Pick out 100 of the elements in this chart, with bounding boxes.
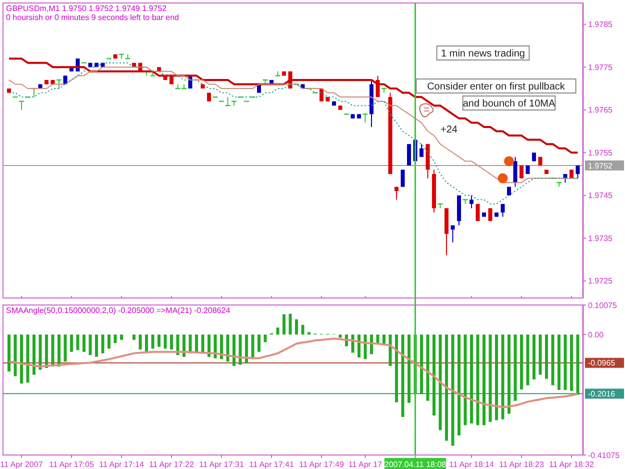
bar — [32, 334, 36, 375]
bar — [288, 314, 292, 335]
bar — [208, 334, 210, 357]
bar — [95, 334, 98, 357]
bar — [458, 334, 460, 436]
bar — [408, 334, 410, 403]
line-series — [8, 62, 578, 204]
bar — [88, 334, 92, 356]
candlestick — [576, 164, 580, 179]
bar — [151, 334, 154, 349]
bar — [220, 334, 223, 360]
bar — [232, 334, 236, 366]
bar — [264, 334, 267, 342]
bar — [282, 314, 286, 335]
bar — [445, 334, 448, 441]
annotation: +24 — [440, 124, 458, 136]
bar — [488, 334, 492, 422]
bar — [570, 334, 573, 391]
bar — [482, 334, 486, 426]
bar — [20, 334, 23, 384]
x-tick-label: 11 Apr 2007 — [0, 460, 44, 469]
bar — [508, 334, 510, 414]
bar — [438, 334, 442, 430]
candlestick — [470, 194, 474, 209]
bar — [532, 334, 536, 380]
ref-line-label: -0.2016 — [588, 389, 616, 398]
bar — [538, 334, 542, 375]
bar — [120, 334, 123, 340]
bar — [176, 334, 180, 356]
bar — [388, 334, 392, 366]
ref-line-label: -0.0965 — [588, 358, 616, 368]
bar — [426, 334, 430, 401]
bar — [545, 334, 548, 379]
bar — [401, 334, 404, 417]
y-tick-label: 1.9745 — [588, 191, 614, 200]
candlestick — [400, 169, 405, 188]
bar — [514, 334, 517, 401]
bar — [576, 334, 580, 395]
bar — [58, 334, 60, 367]
candlestick — [450, 224, 455, 243]
y-tick-label: -0.41075 — [588, 450, 620, 460]
x-tick-label: 11 Apr 18:23 — [499, 460, 544, 469]
bar — [526, 334, 530, 386]
annotation: Consider enter on first pullback — [427, 82, 566, 92]
bar — [170, 334, 173, 350]
bar — [495, 334, 498, 420]
bar — [358, 334, 360, 358]
bar — [245, 334, 248, 364]
bar — [8, 334, 10, 372]
bar — [451, 334, 454, 446]
bar — [432, 334, 436, 416]
x-tick-label: 11 Apr 17 — [348, 460, 383, 469]
bar — [76, 334, 80, 350]
x-tick-label: 2007.04.11 18:08 — [384, 460, 447, 469]
x-tick-label: 11 Apr 17:49 — [299, 460, 344, 469]
bar — [214, 334, 217, 358]
bar — [70, 334, 73, 352]
y-tick-label: 1.9775 — [588, 62, 614, 72]
chart-title: SMAAngle(50,0.15000000,2,0) -0.205000 =>MA(21) -0.208624 — [6, 306, 231, 315]
bar — [158, 334, 160, 347]
bar — [295, 319, 298, 335]
bar — [38, 334, 42, 370]
bar — [82, 334, 86, 352]
bar — [558, 334, 560, 390]
bar — [26, 334, 30, 383]
bar — [564, 334, 567, 390]
bar — [301, 324, 304, 335]
bar — [501, 334, 504, 420]
candlestick — [488, 208, 492, 222]
bar — [101, 334, 104, 354]
bar — [308, 332, 310, 335]
y-tick-label: 1.9735 — [588, 234, 614, 243]
x-tick-label: 11 Apr 17:05 — [49, 460, 94, 469]
annotation: 1 min news trading — [441, 48, 525, 60]
candlestick — [500, 203, 505, 218]
y-tick-label: 1.9785 — [588, 20, 614, 30]
y-tick-label: 1.9755 — [588, 148, 614, 158]
candlestick — [394, 186, 398, 200]
text: 0 hoursish or 0 minutes 9 seconds left to bar end — [6, 13, 179, 22]
bar — [395, 334, 398, 402]
candlestick — [420, 144, 424, 158]
bar — [338, 334, 342, 338]
bar — [145, 334, 148, 352]
y-tick-label: 0.00 — [588, 330, 604, 340]
y-tick-label: 1.9765 — [588, 106, 614, 115]
bar — [108, 334, 110, 349]
line-series — [8, 66, 578, 184]
x-tick-label: 11 Apr 18:14 — [449, 460, 494, 469]
bar — [182, 334, 186, 357]
bar — [476, 334, 480, 426]
x-tick-label: 11 Apr 17:14 — [99, 460, 144, 469]
bar — [464, 334, 467, 426]
bar — [138, 334, 142, 350]
bar — [201, 334, 204, 354]
ref-line-label: 1.9752 — [588, 161, 614, 170]
bar — [276, 328, 280, 335]
bar — [14, 334, 17, 376]
bar — [238, 334, 242, 365]
bar — [364, 334, 367, 360]
bar — [551, 334, 554, 386]
